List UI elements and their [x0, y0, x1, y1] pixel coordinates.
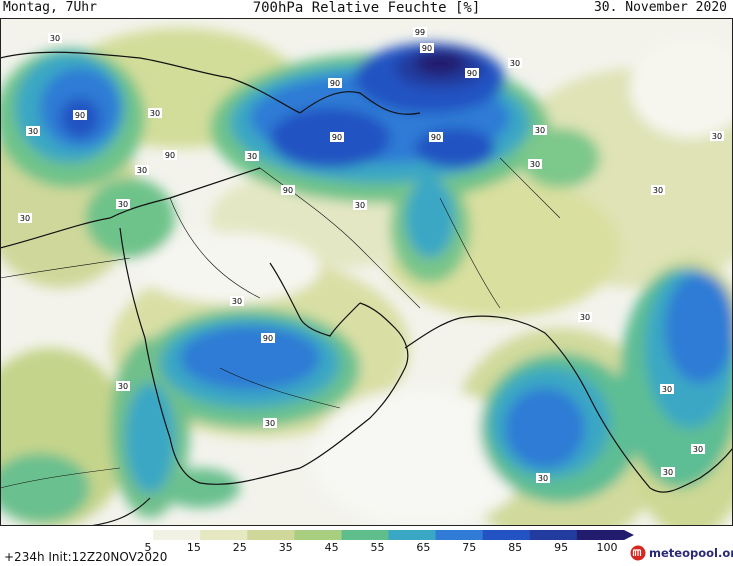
contour-label: 30	[661, 467, 675, 477]
forecast-init-label: +234h Init:12Z20NOV2020	[4, 550, 168, 564]
svg-text:30: 30	[580, 313, 590, 322]
colorbar	[106, 530, 634, 540]
colorbar-tick-label: 85	[508, 541, 523, 554]
contour-label: 90	[465, 68, 479, 78]
svg-text:30: 30	[662, 385, 672, 394]
colorbar-tick-label: 45	[324, 541, 339, 554]
svg-text:90: 90	[330, 79, 340, 88]
colorbar-tick-label: 25	[232, 541, 247, 554]
svg-text:30: 30	[118, 200, 128, 209]
contour-label: 90	[330, 132, 344, 142]
svg-text:30: 30	[28, 127, 38, 136]
svg-text:90: 90	[263, 334, 273, 343]
colorbar-tick-label: 15	[186, 541, 201, 554]
contour-label: 90	[261, 333, 275, 343]
contour-label: 30	[660, 384, 674, 394]
contour-labels: 30 30 90 30 90 30 30 99 90 90 90 30 90 9…	[18, 27, 724, 483]
contour-label: 30	[26, 126, 40, 136]
contour-label: 30	[48, 33, 62, 43]
contour-label: 30	[230, 296, 244, 306]
colorbar-segment	[341, 530, 390, 540]
valid-time-label: Montag, 7Uhr	[3, 0, 97, 15]
colorbar-segment	[576, 530, 625, 540]
contour-label: 30	[528, 159, 542, 169]
colorbar-extend-arrow	[624, 530, 634, 540]
colorbar-tick-label: 100	[596, 541, 618, 554]
contour-label: 30	[536, 473, 550, 483]
svg-text:90: 90	[422, 44, 432, 53]
svg-text:90: 90	[431, 133, 441, 142]
svg-text:30: 30	[137, 166, 147, 175]
svg-text:30: 30	[538, 474, 548, 483]
colorbar-segment	[106, 530, 154, 540]
humidity-field	[0, 28, 733, 526]
colorbar-tick-label: 35	[278, 541, 293, 554]
svg-text:30: 30	[20, 214, 30, 223]
svg-text:30: 30	[150, 109, 160, 118]
colorbar-tick-label: 95	[554, 541, 569, 554]
contour-label: 30	[710, 131, 724, 141]
svg-text:30: 30	[530, 160, 540, 169]
svg-text:30: 30	[653, 186, 663, 195]
contour-label: 90	[163, 150, 177, 160]
contour-label: 30	[116, 199, 130, 209]
contour-label: 30	[263, 418, 277, 428]
contour-label: 90	[420, 43, 434, 53]
colorbar-segment	[482, 530, 531, 540]
svg-text:99: 99	[415, 28, 425, 37]
svg-text:30: 30	[355, 201, 365, 210]
valid-date-label: 30. November 2020	[593, 0, 727, 15]
colorbar-segment	[247, 530, 295, 540]
contour-label: 90	[281, 185, 295, 195]
contour-label: 30	[651, 185, 665, 195]
colorbar-segment	[388, 530, 437, 540]
colorbar-tick-label: 55	[370, 541, 385, 554]
svg-text:90: 90	[283, 186, 293, 195]
logo: meteopool.org	[630, 545, 733, 561]
contour-label: 90	[73, 110, 87, 120]
svg-text:30: 30	[510, 59, 520, 68]
contour-label: 30	[533, 125, 547, 135]
contour-label: 99	[413, 27, 427, 37]
contour-label: 30	[508, 58, 522, 68]
contour-label: 30	[116, 381, 130, 391]
colorbar-segment	[435, 530, 484, 540]
svg-text:30: 30	[663, 468, 673, 477]
svg-text:30: 30	[535, 126, 545, 135]
colorbar-segment	[529, 530, 578, 540]
contour-label: 90	[328, 78, 342, 88]
svg-text:30: 30	[247, 152, 257, 161]
svg-text:30: 30	[265, 419, 275, 428]
svg-text:90: 90	[467, 69, 477, 78]
contour-label: 30	[578, 312, 592, 322]
colorbar-tick-label: 65	[416, 541, 431, 554]
colorbar-tick-label: 5	[144, 541, 152, 554]
svg-text:90: 90	[75, 111, 85, 120]
svg-text:30: 30	[693, 445, 703, 454]
colorbar-tick-label: 75	[462, 541, 477, 554]
svg-text:30: 30	[232, 297, 242, 306]
contour-label: 90	[429, 132, 443, 142]
svg-text:90: 90	[165, 151, 175, 160]
svg-text:90: 90	[332, 133, 342, 142]
map-title: 700hPa Relative Feuchte [%]	[252, 0, 481, 16]
humidity-map: 30 30 90 30 90 30 30 99 90 90 90 30 90 9…	[0, 18, 733, 526]
colorbar-segment	[294, 530, 342, 540]
logo-text: meteopool.org	[649, 546, 733, 560]
svg-text:30: 30	[118, 382, 128, 391]
colorbar-segment	[153, 530, 201, 540]
contour-label: 30	[18, 213, 32, 223]
contour-label: 30	[245, 151, 259, 161]
contour-label: 30	[148, 108, 162, 118]
contour-label: 30	[135, 165, 149, 175]
svg-text:30: 30	[712, 132, 722, 141]
contour-label: 30	[353, 200, 367, 210]
meteopool-logo-icon	[630, 545, 646, 561]
coastlines	[0, 51, 733, 526]
contour-label: 30	[691, 444, 705, 454]
colorbar-segment	[200, 530, 248, 540]
svg-text:30: 30	[50, 34, 60, 43]
